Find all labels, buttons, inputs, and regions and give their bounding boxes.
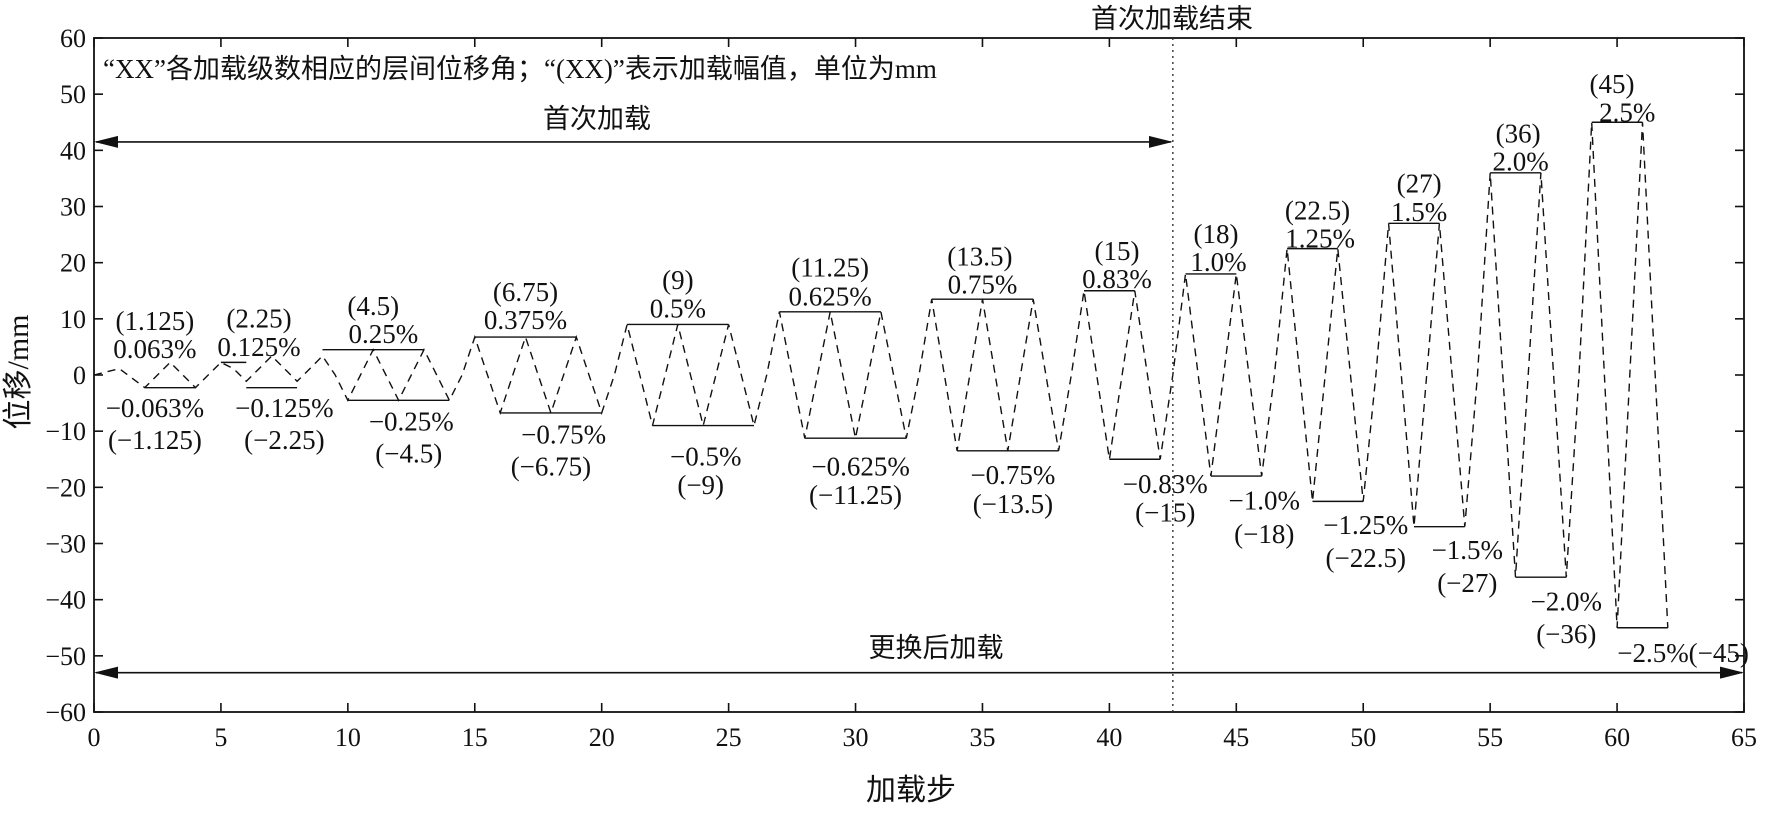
y-tick-label: 0 [73,361,86,390]
y-tick-label: −40 [45,586,86,615]
data-label: −2.5%(−45) [1617,638,1749,668]
data-label: −0.75% [521,420,606,450]
data-label: −0.25% [369,407,454,437]
x-tick-label: 60 [1604,723,1630,752]
data-label: (1.125) [116,306,195,336]
data-label: −0.625% [811,452,909,482]
x-tick-label: 15 [462,723,488,752]
y-tick-label: 30 [60,193,86,222]
data-label: (9) [662,265,693,295]
x-tick-label: 0 [88,723,101,752]
x-tick-label: 40 [1096,723,1122,752]
data-label: 0.75% [948,270,1018,300]
data-label: (−18) [1234,519,1294,549]
data-label: −1.0% [1228,485,1299,515]
data-label: −1.25% [1323,510,1408,540]
legend-note: “XX”各加载级数相应的层间位移角；“(XX)”表示加载幅值，单位为mm [103,54,937,84]
data-label: 0.25% [349,319,419,349]
tick-layer: 0 5 10 15 20 25 30 35 40 45 50 55 60 65 −60 −50 −40 −30 −2… [45,24,1757,752]
data-label: −0.75% [970,460,1055,490]
x-tick-label: 30 [843,723,869,752]
y-axis-title: 位移/mm [2,314,35,429]
data-label: 2.5% [1599,98,1655,128]
data-label: (22.5) [1285,195,1350,225]
peak-level-layer [144,121,1668,629]
data-label: (27) [1397,168,1442,198]
loading-protocol-line [93,122,1669,628]
y-tick-label: −50 [45,642,86,671]
data-label: −0.83% [1123,469,1208,499]
data-label: 0.125% [217,332,300,362]
x-tick-label: 55 [1477,723,1503,752]
data-label: 1.0% [1190,247,1246,277]
data-label: (−27) [1437,568,1497,598]
data-label: 0.5% [650,294,706,324]
data-label: (−9) [677,470,724,500]
data-label: (15) [1095,236,1140,266]
annotation-layer: (1.125)0.063% (2.25)0.125% (4.5)0.25% (6.75… [94,38,1749,712]
data-label: (11.25) [791,253,869,283]
data-label: 0.375% [484,305,567,335]
series-layer [93,122,1669,628]
data-label: (−4.5) [375,439,442,469]
y-tick-label: 20 [60,249,86,278]
data-label: (−13.5) [973,489,1053,519]
y-tick-label: −20 [45,473,86,502]
replacement-loading-label: 更换后加载 [869,633,1004,663]
y-tick-label: −30 [45,530,86,559]
y-tick-label: 10 [60,305,86,334]
data-label: (2.25) [226,303,291,333]
data-label: (4.5) [347,291,399,321]
x-tick-label: 65 [1731,723,1757,752]
data-label: (−6.75) [511,452,591,482]
data-label: (−1.125) [108,425,202,455]
data-label: (18) [1194,219,1239,249]
y-tick-label: −60 [45,698,86,727]
data-label: 0.83% [1082,264,1152,294]
first-loading-label: 首次加载 [543,104,651,134]
x-tick-label: 45 [1223,723,1249,752]
y-tick-label: 60 [60,24,86,53]
data-label: 0.625% [789,281,872,311]
y-tick-label: 40 [60,136,86,165]
data-label: (−15) [1135,498,1195,528]
data-label: 2.0% [1492,147,1548,177]
data-label: (−22.5) [1326,543,1406,573]
first-loading-end-label: 首次加载结束 [1091,4,1253,34]
x-tick-label: 50 [1350,723,1376,752]
x-tick-label: 20 [589,723,615,752]
data-label: −0.125% [235,393,333,423]
data-label: −0.5% [670,441,741,471]
data-label: (−36) [1536,619,1596,649]
x-tick-label: 35 [969,723,995,752]
data-label: −0.063% [106,393,204,423]
data-label: (−11.25) [809,480,902,510]
data-label: 1.25% [1285,224,1355,254]
data-label: −1.5% [1432,535,1503,565]
x-tick-label: 5 [214,723,227,752]
data-label: 1.5% [1391,197,1447,227]
data-label: (13.5) [947,241,1012,271]
data-label: (36) [1496,118,1541,148]
data-label: (6.75) [493,277,558,307]
y-tick-label: 50 [60,80,86,109]
y-tick-label: −10 [45,417,86,446]
data-label: (−2.25) [244,425,324,455]
x-tick-label: 25 [716,723,742,752]
data-label: (45) [1590,69,1635,99]
data-label: −2.0% [1531,586,1602,616]
x-axis-title: 加载步 [866,774,956,807]
x-tick-label: 10 [335,723,361,752]
data-label: 0.063% [113,334,196,364]
